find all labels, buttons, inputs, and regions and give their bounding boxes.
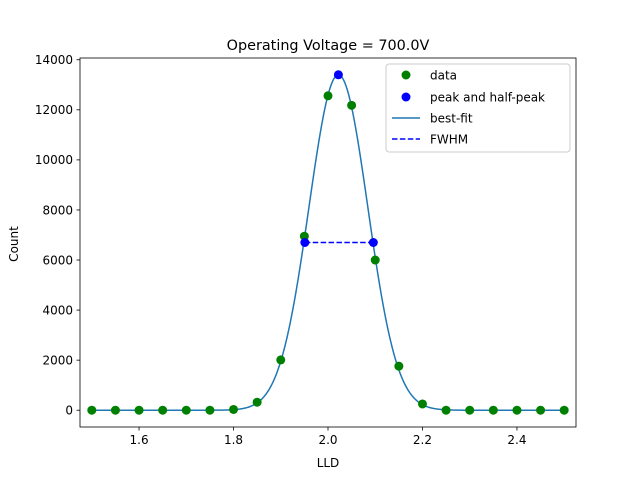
legend-marker-peak bbox=[401, 92, 411, 102]
y-tick-label: 10000 bbox=[35, 153, 73, 167]
y-tick-label: 14000 bbox=[35, 53, 73, 67]
half-peak-point bbox=[368, 238, 378, 247]
data-point bbox=[441, 405, 451, 415]
x-tick-label: 2.0 bbox=[318, 433, 337, 447]
x-tick-label: 1.6 bbox=[130, 433, 149, 447]
data-point bbox=[347, 100, 357, 110]
legend-label-peak: peak and half-peak bbox=[430, 91, 545, 105]
half-peak-point bbox=[300, 238, 310, 247]
y-tick-label: 6000 bbox=[42, 253, 73, 267]
y-tick-label: 12000 bbox=[35, 103, 73, 117]
data-point bbox=[158, 405, 168, 415]
x-tick-label: 2.2 bbox=[413, 433, 432, 447]
peak-point bbox=[333, 70, 343, 80]
x-tick-label: 2.4 bbox=[507, 433, 526, 447]
data-point bbox=[134, 405, 144, 415]
x-axis-label: LLD bbox=[317, 456, 340, 470]
data-point bbox=[323, 91, 333, 101]
data-point bbox=[559, 405, 569, 415]
legend-label-best-fit: best-fit bbox=[430, 112, 473, 126]
x-tick-label: 1.8 bbox=[224, 433, 243, 447]
legend: data peak and half-peak best-fit FWHM bbox=[385, 63, 571, 153]
data-point bbox=[110, 405, 120, 415]
y-tick-label: 2000 bbox=[42, 353, 73, 367]
data-point bbox=[465, 405, 475, 415]
data-point bbox=[417, 399, 427, 409]
y-axis: 0 2000 4000 6000 8000 10000 12000 14000 bbox=[35, 53, 80, 418]
data-point bbox=[488, 405, 498, 415]
x-axis: 1.6 1.8 2.0 2.2 2.4 bbox=[130, 427, 526, 447]
data-point bbox=[276, 355, 286, 365]
plot-area bbox=[79, 57, 577, 428]
data-point bbox=[394, 361, 404, 371]
data-point bbox=[229, 404, 239, 414]
data-point bbox=[205, 405, 215, 415]
data-point bbox=[512, 405, 522, 415]
data-point bbox=[370, 255, 380, 265]
plot-content bbox=[87, 70, 569, 415]
data-point bbox=[536, 405, 546, 415]
data-point bbox=[252, 397, 262, 407]
legend-label-data: data bbox=[430, 69, 457, 83]
legend-frame bbox=[385, 63, 571, 153]
y-tick-label: 4000 bbox=[42, 303, 73, 317]
y-tick-label: 0 bbox=[65, 404, 73, 418]
legend-marker-data bbox=[401, 70, 411, 80]
y-axis-label: Count bbox=[7, 226, 21, 262]
y-tick-label: 8000 bbox=[42, 203, 73, 217]
data-point bbox=[181, 405, 191, 415]
legend-label-fwhm: FWHM bbox=[430, 133, 468, 147]
chart-title: Operating Voltage = 700.0V bbox=[227, 38, 430, 54]
data-point bbox=[87, 405, 97, 415]
